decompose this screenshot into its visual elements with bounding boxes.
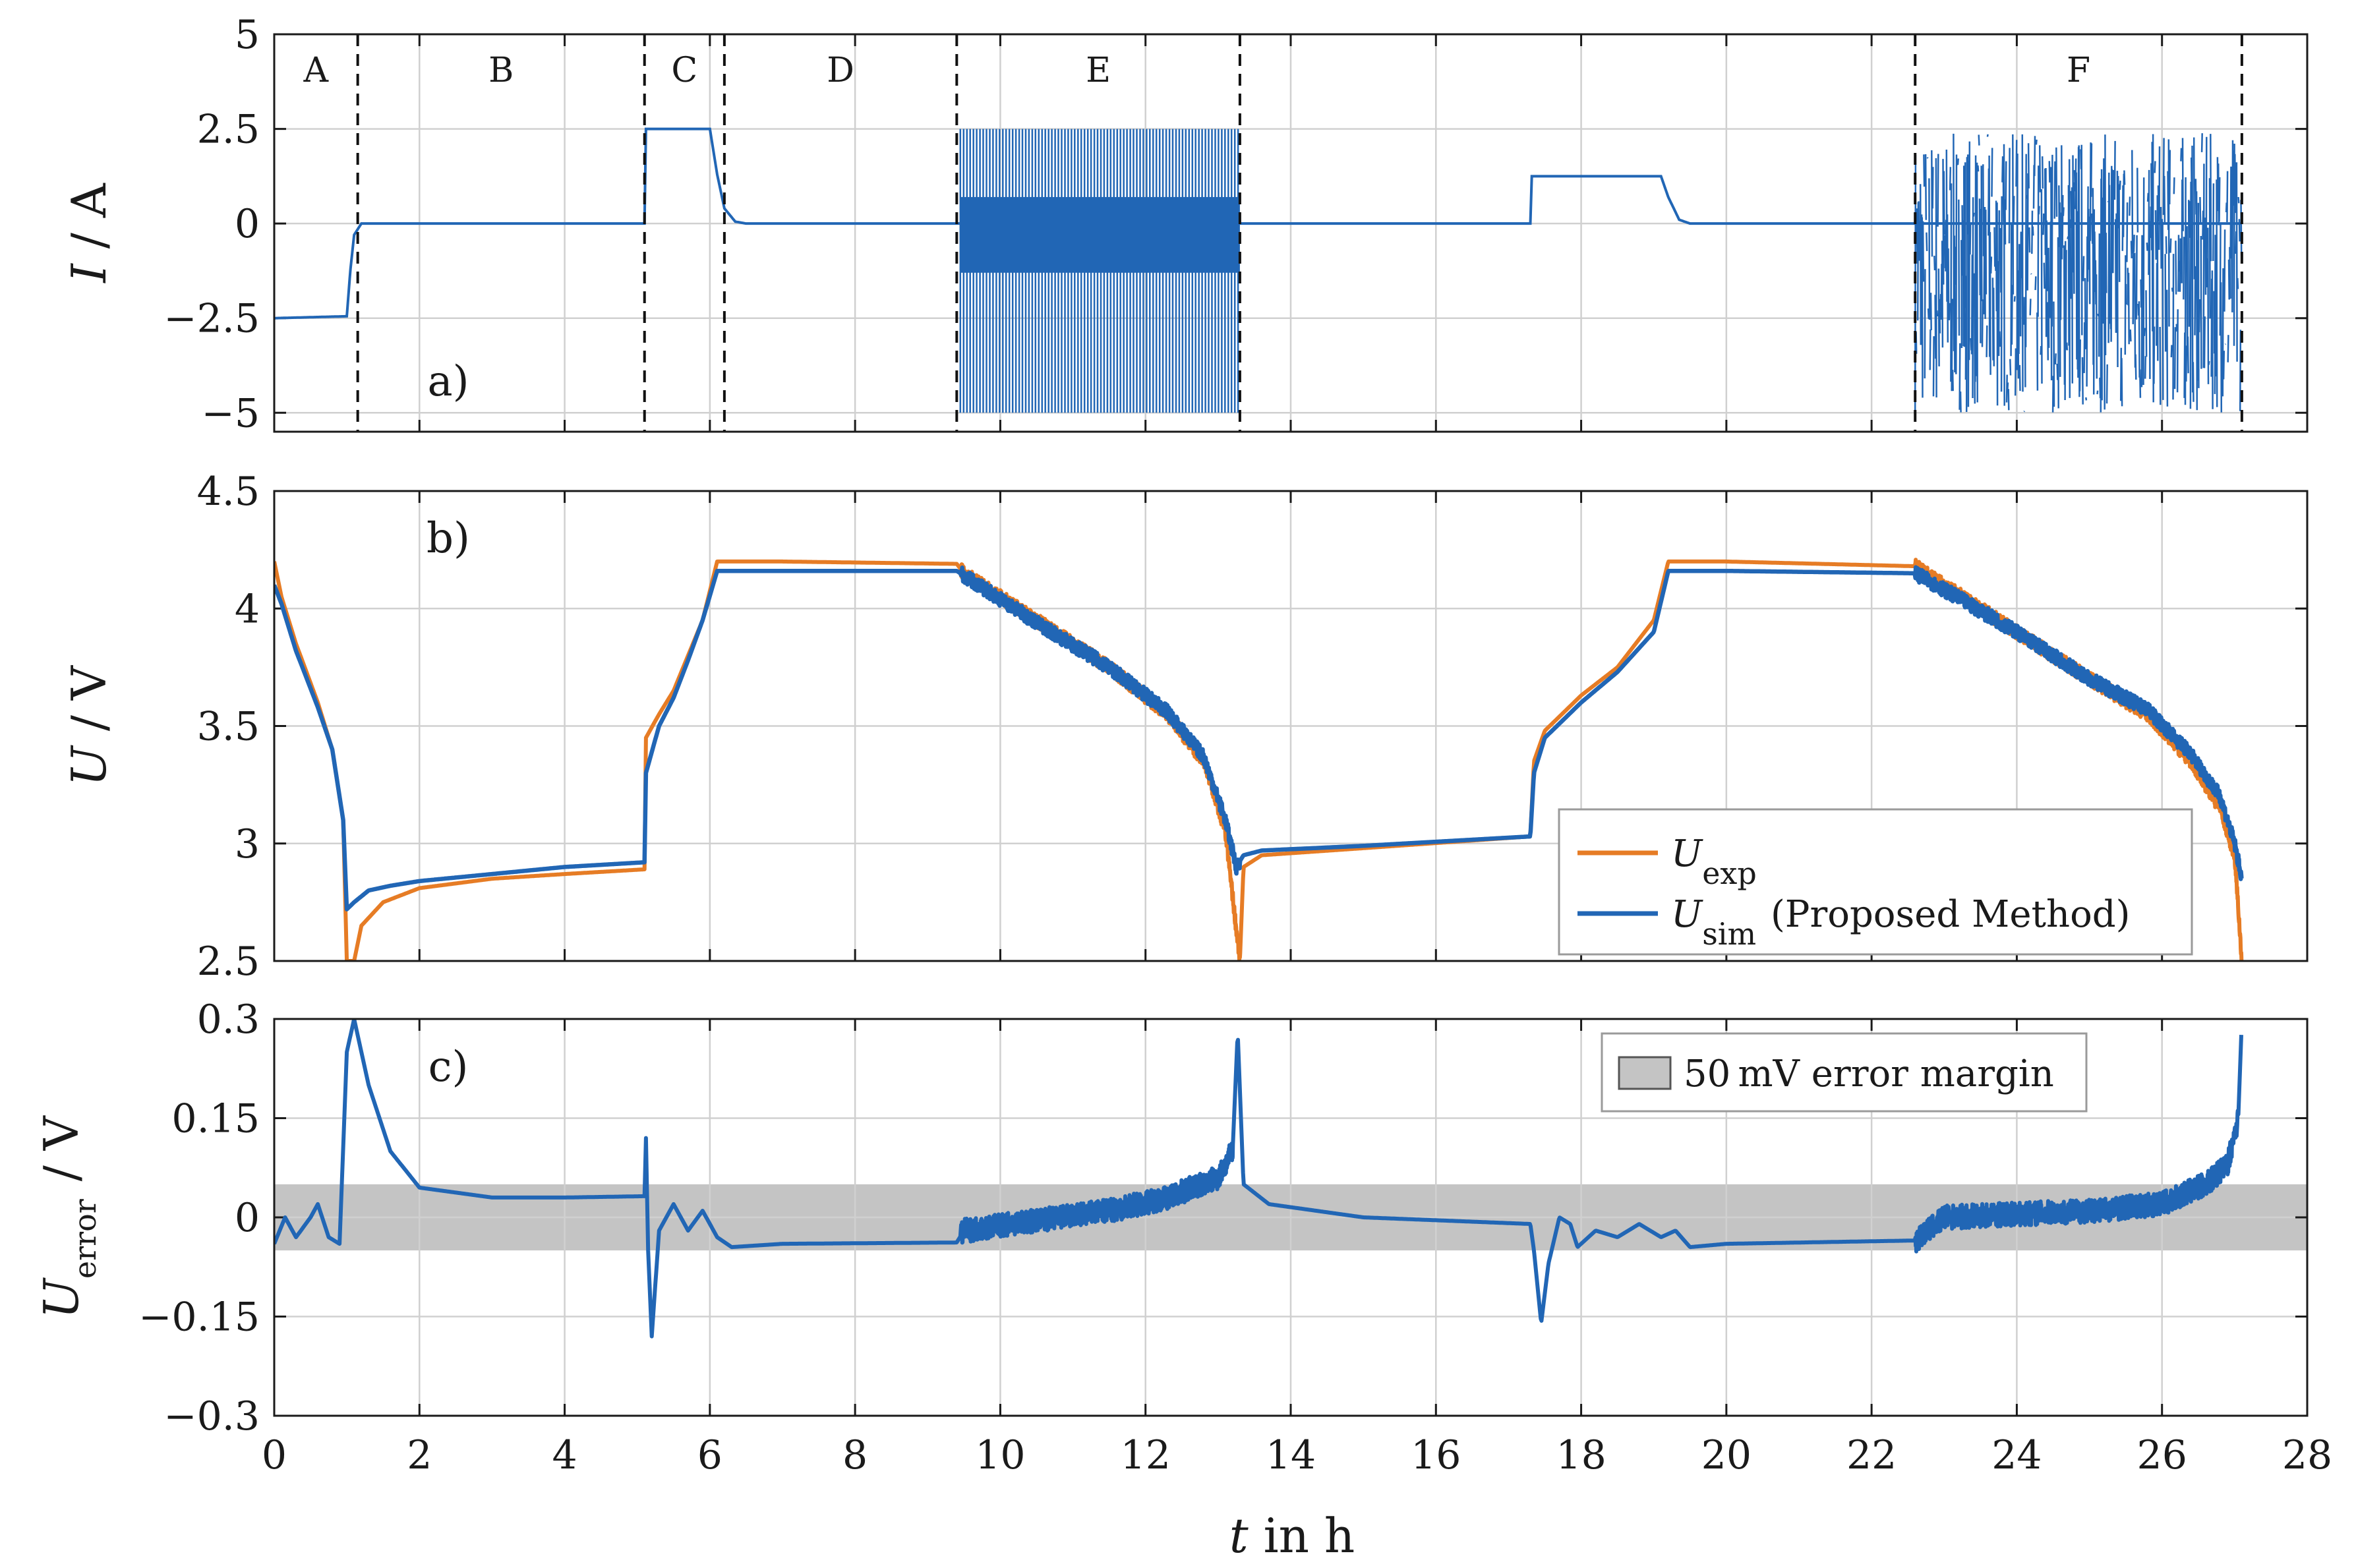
plot-area bbox=[274, 1019, 2243, 1339]
x-tick-label: 2 bbox=[407, 1432, 432, 1478]
x-tick-label: 14 bbox=[1266, 1432, 1316, 1478]
segment-label: A bbox=[303, 51, 330, 90]
legend-u-exp-label-subscript: exp bbox=[1702, 856, 1757, 891]
x-tick-label: 18 bbox=[1556, 1432, 1606, 1478]
legend-u-sim-label-unit: (Proposed Method) bbox=[1759, 893, 2130, 936]
legend-error-band-swatch bbox=[1618, 1056, 1672, 1090]
legend-u-sim-label-subscript: sim bbox=[1702, 916, 1756, 952]
x-tick-label: 8 bbox=[842, 1432, 868, 1478]
y-tick-label: 0 bbox=[235, 201, 260, 247]
y-axis-label-variable: U bbox=[61, 745, 117, 786]
y-axis-label-unit: / V bbox=[61, 664, 117, 746]
y-axis-label-variable: U bbox=[34, 1277, 89, 1319]
legend-u-exp-label: Uexp bbox=[1671, 832, 1757, 891]
segment-label: F bbox=[2067, 51, 2090, 90]
y-tick-label: 0 bbox=[235, 1195, 260, 1241]
x-axis-label: t in h 0 2 4 6 8 10 12 14 16 18 20 22 24 26 28 bbox=[262, 1432, 2332, 1563]
y-axis-label: U / V bbox=[61, 664, 117, 786]
y-tick-label: −0.15 bbox=[138, 1294, 260, 1341]
y-tick-label: 3.5 bbox=[197, 704, 260, 750]
x-tick-label: 12 bbox=[1121, 1432, 1171, 1478]
u-sim-series-line bbox=[274, 565, 2244, 912]
y-axis-label-unit: / V bbox=[34, 1115, 89, 1196]
y-tick-label: 5 bbox=[235, 12, 260, 58]
x-tick-label: 28 bbox=[2282, 1432, 2332, 1478]
segment-label: C bbox=[671, 51, 697, 90]
svg-text:t in h: t in h bbox=[1229, 1508, 1355, 1563]
x-tick-label: 10 bbox=[975, 1432, 1025, 1478]
y-tick-label: −0.3 bbox=[163, 1393, 260, 1439]
x-tick-label: 20 bbox=[1701, 1432, 1752, 1478]
y-tick-label: 4 bbox=[235, 586, 260, 632]
voltage-error-panel: 0.3 0.15 0 −0.15 −0.3 50 mV error margin c) Uer… bbox=[34, 997, 2309, 1439]
panel-label: a) bbox=[427, 357, 469, 406]
y-axis-label: I / A bbox=[61, 183, 117, 283]
y-tick-label: 0.15 bbox=[171, 1096, 260, 1142]
y-tick-label: −5 bbox=[202, 390, 260, 436]
y-tick-label: 0.3 bbox=[197, 997, 260, 1043]
axes-frame bbox=[273, 33, 2309, 433]
x-tick-label: 6 bbox=[697, 1432, 722, 1478]
y-tick-label: 3 bbox=[235, 821, 260, 867]
plot-area bbox=[274, 127, 2243, 413]
x-axis-label-variable: t bbox=[1229, 1508, 1249, 1563]
y-axis-label-subscript: error bbox=[67, 1199, 103, 1279]
current-panel: 5 2.5 0 −2.5 −5 A B C D E Fa) I / A bbox=[61, 12, 2309, 436]
plot-area bbox=[274, 558, 2244, 961]
legend-u-sim-label-variable: U bbox=[1671, 893, 1703, 936]
segment-label: E bbox=[1086, 51, 1111, 90]
current-pulse-band-e bbox=[960, 196, 1240, 273]
panel-label: b) bbox=[427, 514, 470, 563]
panel-label: c) bbox=[428, 1043, 469, 1091]
axes-frame bbox=[273, 490, 2309, 962]
voltage-legend-box bbox=[1558, 808, 2193, 956]
y-tick-label: 2.5 bbox=[197, 939, 260, 985]
x-tick-label: 16 bbox=[1411, 1432, 1461, 1478]
y-tick-label: −2.5 bbox=[163, 296, 260, 342]
legend-u-sim-label: Usim (Proposed Method) bbox=[1671, 893, 2131, 952]
x-tick-label: 4 bbox=[552, 1432, 577, 1478]
segment-label: D bbox=[827, 51, 854, 90]
x-tick-label: 24 bbox=[1991, 1432, 2042, 1478]
y-axis-label: Uerror / V bbox=[34, 1115, 103, 1319]
error-legend-box bbox=[1601, 1032, 2088, 1113]
legend-u-exp-label-variable: U bbox=[1671, 832, 1703, 875]
axes-frame bbox=[273, 1018, 2309, 1417]
y-axis-label-unit: / A bbox=[61, 183, 117, 264]
x-axis-label-unit: in h bbox=[1249, 1508, 1355, 1563]
x-tick-label: 0 bbox=[262, 1432, 287, 1478]
legend-error-band-label: 50 mV error margin bbox=[1684, 1053, 2054, 1095]
x-tick-label: 26 bbox=[2137, 1432, 2187, 1478]
y-tick-label: 4.5 bbox=[197, 469, 260, 515]
current-pulse-block-f bbox=[1914, 133, 2243, 413]
segment-label: B bbox=[488, 51, 514, 90]
y-tick-label: 2.5 bbox=[197, 107, 260, 153]
u-error-series-line bbox=[274, 1019, 2243, 1339]
y-axis-label-variable: I bbox=[61, 263, 117, 284]
x-tick-label: 22 bbox=[1846, 1432, 1897, 1478]
